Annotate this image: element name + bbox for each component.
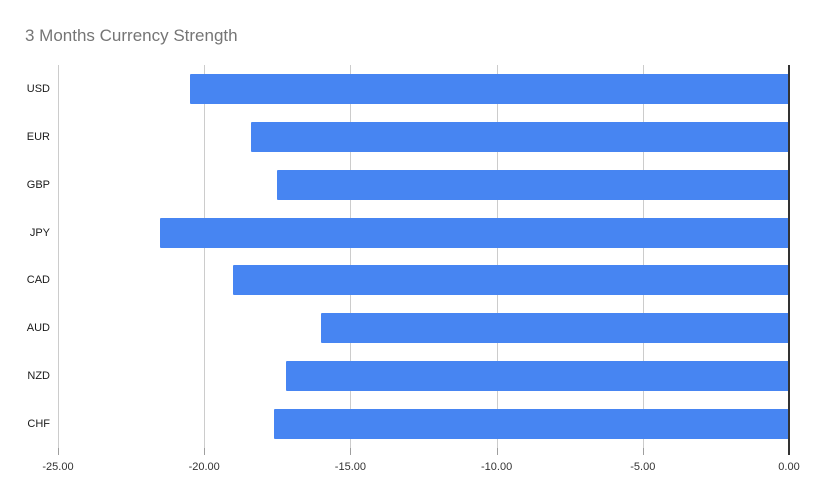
- bar-row: [58, 209, 789, 257]
- x-gridline: [496, 65, 498, 448]
- x-tick-label: -25.00: [42, 461, 74, 473]
- bar-row: [58, 400, 789, 448]
- category-label-gbp: GBP: [26, 178, 50, 191]
- category-label-nzd: NZD: [27, 370, 50, 383]
- bar-row: [58, 113, 789, 161]
- x-gridline: [350, 65, 352, 448]
- bar-row: [58, 352, 789, 400]
- bar-aud: [321, 313, 789, 344]
- category-label-chf: CHF: [27, 418, 50, 431]
- bar-eur: [250, 121, 789, 152]
- x-gridline: [642, 65, 644, 448]
- bar-jpy: [160, 217, 789, 248]
- category-label-usd: USD: [26, 82, 50, 95]
- bar-row: [58, 161, 789, 209]
- x-tick-label: -10.00: [480, 461, 513, 473]
- x-tick-mark: [204, 448, 206, 455]
- x-tick-label: -15.00: [334, 461, 366, 473]
- bar-gbp: [277, 169, 789, 200]
- x-tick-mark: [496, 448, 498, 455]
- category-label-cad: CAD: [26, 274, 50, 287]
- category-label-aud: AUD: [26, 322, 50, 335]
- bar-row: [58, 304, 789, 352]
- bar-nzd: [286, 361, 789, 392]
- bar-row: [58, 65, 789, 113]
- x-tick-mark: [350, 448, 352, 455]
- bar-chf: [274, 409, 789, 440]
- bar-row: [58, 257, 789, 305]
- x-tick-label: -5.00: [630, 461, 656, 473]
- x-gridline: [204, 65, 206, 448]
- x-tick-label: -20.00: [188, 461, 220, 473]
- bar-cad: [233, 265, 789, 296]
- chart-title: 3 Months Currency Strength: [25, 26, 238, 45]
- bar-usd: [189, 73, 789, 104]
- x-tick-mark: [58, 448, 59, 455]
- plot-area: -25.00 -20.00 -15.00 -10.00 -5.00 0.00: [42, 65, 800, 473]
- x-gridline: [58, 65, 59, 448]
- zero-axis-line: [788, 65, 790, 455]
- category-label-jpy: JPY: [29, 226, 50, 239]
- category-label-eur: EUR: [26, 130, 50, 143]
- x-tick-mark: [642, 448, 644, 455]
- x-tick-label: 0.00: [778, 461, 800, 473]
